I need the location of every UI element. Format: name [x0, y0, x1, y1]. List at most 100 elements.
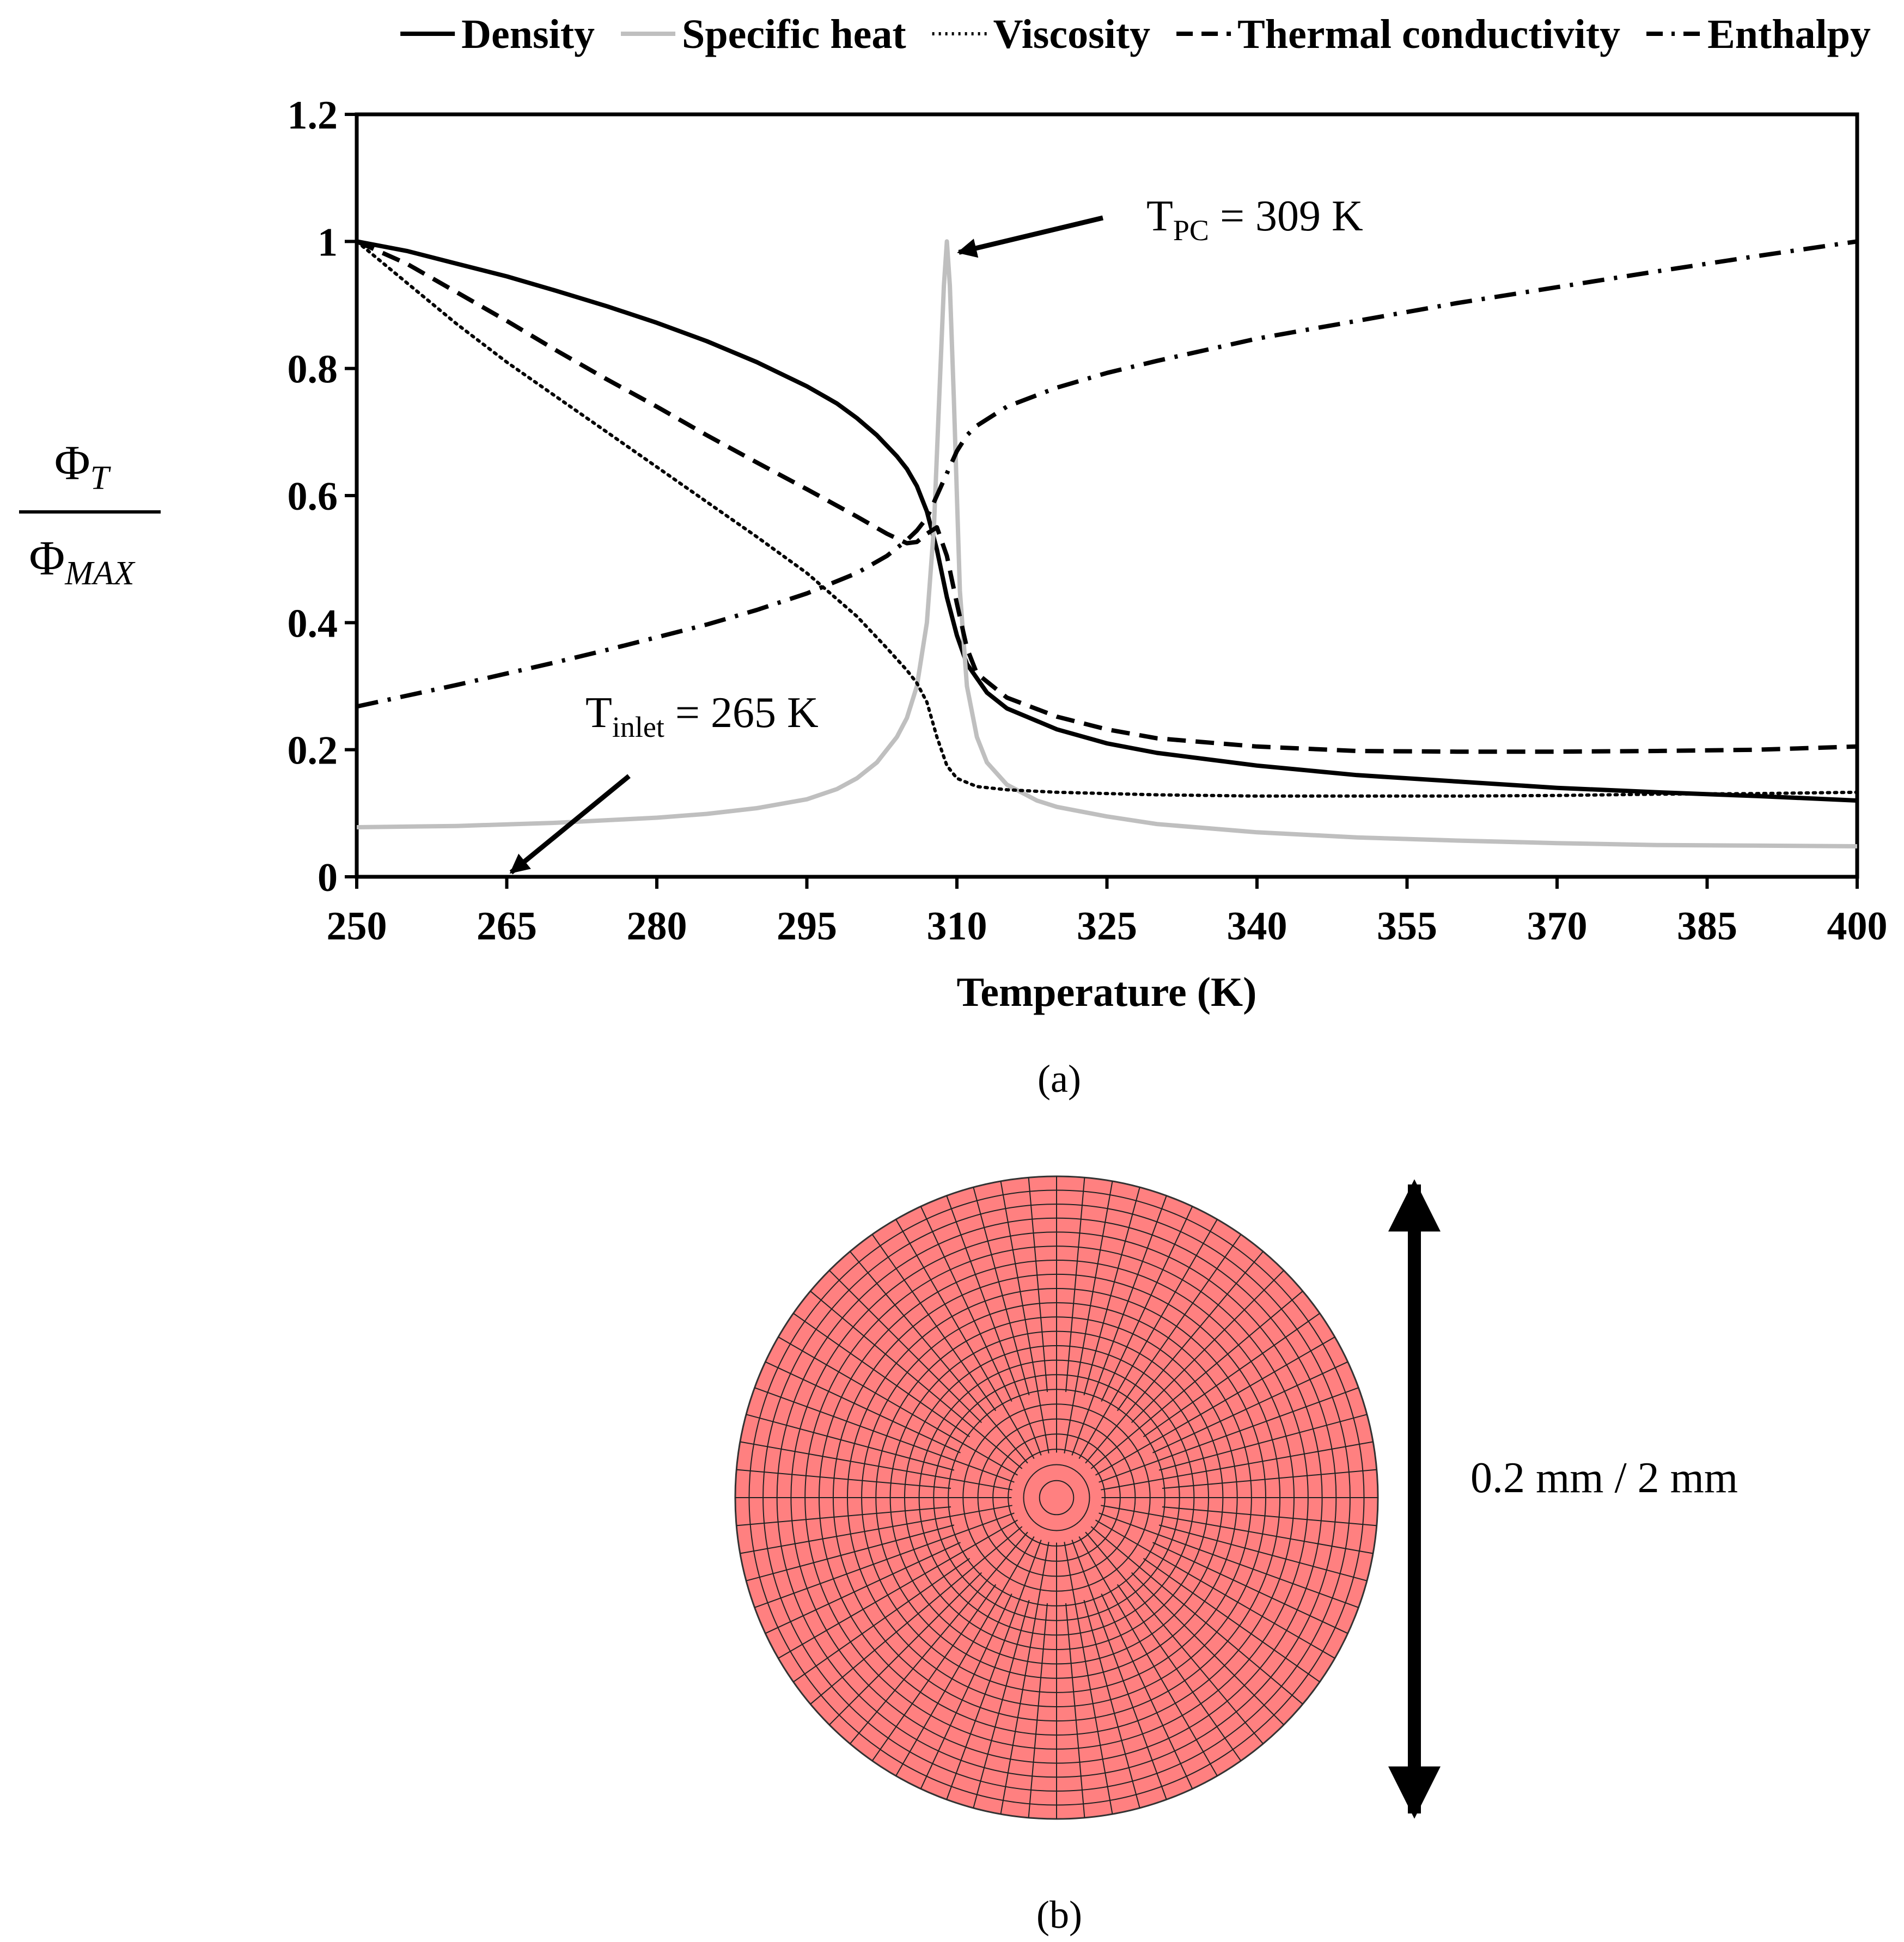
x-tick-label: 355: [1377, 904, 1437, 949]
mesh-spoke: [1095, 1336, 1335, 1476]
y-axis-label: ΦT ΦMAX: [19, 436, 161, 592]
mesh-spoke: [746, 1414, 955, 1471]
mesh-spoke: [946, 1195, 1042, 1456]
legend-label: Thermal conductivity: [1237, 11, 1620, 57]
mesh-spoke: [973, 1187, 1030, 1396]
mesh-spoke: [1083, 1599, 1140, 1809]
x-tick-label: 265: [477, 904, 537, 949]
mesh-spoke: [1101, 1505, 1374, 1554]
mesh-spoke: [1000, 1181, 1049, 1454]
y-tick-label: 0.8: [288, 347, 338, 392]
annotation-tinlet: Tinlet = 265 K: [585, 689, 819, 743]
mesh-spoke: [736, 1506, 951, 1526]
mesh-spoke: [746, 1524, 955, 1581]
y-tick-label: 0.6: [288, 474, 338, 519]
x-tick-label: 250: [327, 904, 387, 949]
y-axis-ticks: 0 0.2 0.4 0.6 0.8 1 1.2: [288, 93, 357, 900]
mesh-spoke: [829, 1270, 982, 1424]
mesh-spoke: [1116, 1234, 1242, 1412]
pipe-cross-section-mesh: [734, 1175, 1379, 1820]
legend-label: Density: [461, 11, 595, 57]
x-tick-label: 370: [1527, 904, 1588, 949]
mesh-spoke: [754, 1512, 1015, 1608]
mesh-ring: [1039, 1480, 1075, 1516]
mesh-spoke: [829, 1572, 982, 1725]
mesh-spoke: [1095, 1519, 1335, 1659]
mesh-spoke: [1162, 1469, 1377, 1489]
x-tick-label: 295: [777, 904, 837, 949]
mesh-spoke: [778, 1519, 1018, 1659]
mesh-spoke: [740, 1505, 1012, 1554]
mesh-spoke: [736, 1469, 951, 1489]
series-line-enthalpy: [357, 239, 1857, 709]
mesh-spoke: [1064, 1181, 1113, 1454]
mesh-spoke: [895, 1536, 1035, 1776]
y-label-denominator: ΦMAX: [29, 532, 135, 592]
mesh-spoke: [1162, 1506, 1377, 1526]
mesh-spoke: [1028, 1603, 1048, 1818]
mesh-spoke: [946, 1540, 1042, 1800]
mesh-spoke: [1090, 1291, 1303, 1469]
mesh-spoke: [1101, 1593, 1193, 1790]
mesh-spoke: [1099, 1512, 1359, 1608]
mesh-spoke: [871, 1584, 997, 1761]
plot-frame: [355, 112, 1859, 879]
mesh-spoke: [1065, 1177, 1085, 1393]
dimension-label: 0.2 mm / 2 mm: [1470, 1454, 1738, 1502]
mesh-spoke: [1158, 1524, 1368, 1581]
mesh-spoke: [1158, 1414, 1368, 1471]
mesh-spoke: [778, 1336, 1018, 1476]
mesh-spoke: [1090, 1526, 1303, 1705]
mesh-spoke: [754, 1387, 1015, 1483]
legend-label: Specific heat: [682, 11, 906, 57]
mesh-spoke: [1116, 1584, 1242, 1761]
x-tick-label: 400: [1827, 904, 1888, 949]
mesh-spoke: [1071, 1540, 1167, 1800]
series-line-density: [357, 239, 1857, 803]
legend-label: Viscosity: [993, 11, 1151, 57]
legend: Density Specific heat Viscosity Thermal con…: [400, 11, 1871, 57]
y-label-numerator: ΦT: [54, 436, 112, 497]
mesh-spoke: [1152, 1542, 1348, 1634]
mesh-spoke: [793, 1312, 971, 1438]
annotation-tpc-arrow: [957, 215, 1104, 258]
series-line-specific-heat: [357, 239, 1857, 848]
mesh-spoke: [765, 1542, 961, 1634]
x-tick-label: 325: [1077, 904, 1137, 949]
mesh-spoke: [1131, 1572, 1284, 1725]
panel-a-caption: (a): [1038, 1057, 1081, 1101]
mesh-spoke: [810, 1526, 1023, 1705]
mesh-spoke: [1101, 1206, 1193, 1402]
mesh-spoke: [1064, 1542, 1113, 1815]
mesh-spoke: [1071, 1195, 1167, 1456]
x-tick-label: 280: [627, 904, 687, 949]
annotations: TPC = 309 K Tinlet = 265 K: [509, 192, 1363, 875]
mesh-spoke: [973, 1599, 1030, 1809]
y-tick-label: 0.4: [288, 601, 338, 646]
y-tick-label: 0: [318, 856, 338, 900]
mesh-spoke: [920, 1206, 1012, 1402]
panel-b-caption: (b): [1036, 1893, 1082, 1937]
series-line-viscosity: [357, 240, 1857, 798]
mesh-spoke: [1085, 1531, 1264, 1744]
mesh-spoke: [1078, 1219, 1218, 1459]
x-axis-label: Temperature (K): [957, 969, 1257, 1015]
mesh-spoke: [1000, 1542, 1049, 1815]
mesh-spoke: [895, 1219, 1035, 1459]
y-tick-label: 0.2: [288, 729, 338, 773]
mesh-spoke: [871, 1234, 997, 1412]
mesh-spoke: [1065, 1603, 1085, 1818]
mesh-spoke: [850, 1251, 1028, 1464]
mesh-spoke: [1131, 1270, 1284, 1424]
mesh-spoke: [1099, 1387, 1359, 1483]
mesh-spoke: [850, 1531, 1028, 1744]
mesh-spoke: [1143, 1312, 1320, 1438]
mesh-spoke: [1143, 1558, 1320, 1683]
annotation-tpc: TPC = 309 K: [1146, 192, 1363, 247]
mesh-ring: [1023, 1464, 1090, 1531]
series-line-thermal-conductivity: [357, 239, 1857, 754]
x-tick-label: 340: [1227, 904, 1287, 949]
series-group: [357, 239, 1857, 848]
mesh-spoke: [1152, 1361, 1348, 1454]
